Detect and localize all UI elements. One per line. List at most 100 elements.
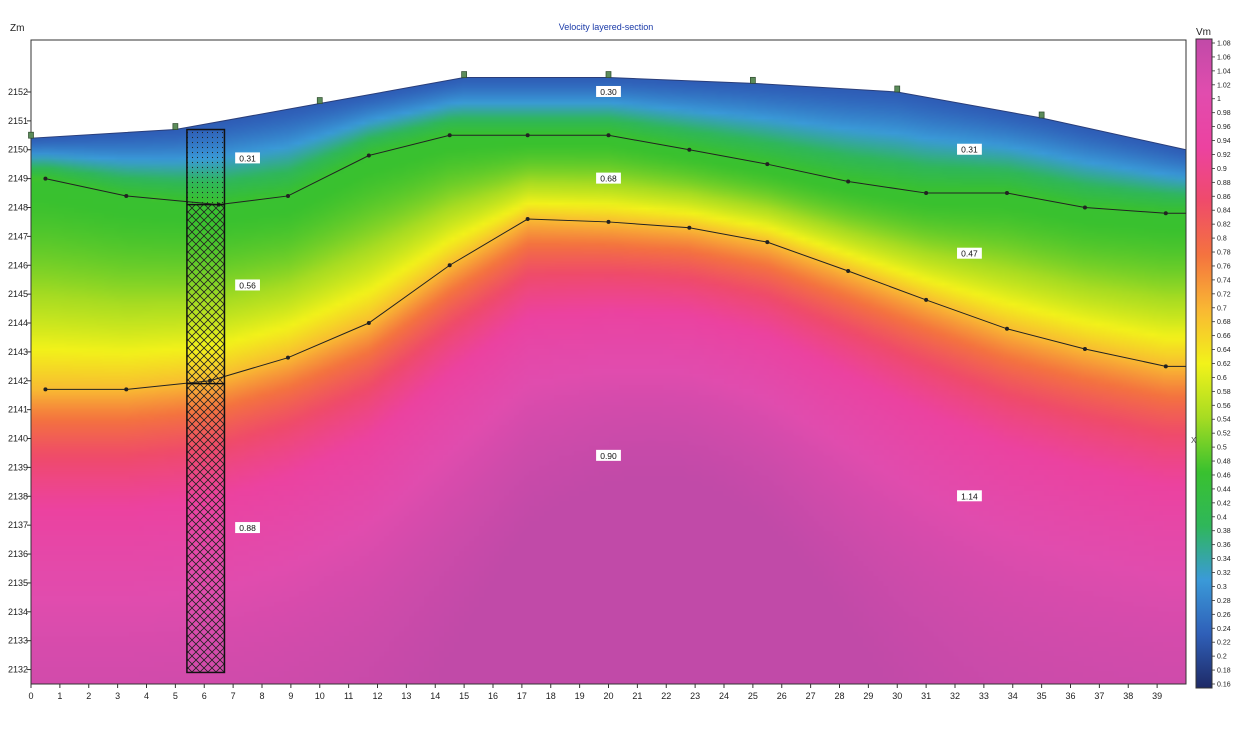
label-text: 0.30: [600, 87, 617, 97]
colorbar-tick-label: 0.96: [1217, 124, 1231, 131]
colorbar-label: Vm: [1196, 27, 1211, 38]
boundary-point: [124, 387, 129, 392]
colorbar-tick-label: 0.98: [1217, 110, 1231, 117]
colorbar-tick-label: 0.92: [1217, 152, 1231, 159]
label-text: 0.56: [239, 280, 256, 290]
x-tick-label: 5: [173, 691, 178, 701]
boundary-point: [1082, 205, 1087, 210]
y-tick-label: 2137: [8, 520, 28, 530]
colorbar-tick-label: 0.74: [1217, 277, 1231, 284]
x-tick-label: 16: [488, 691, 498, 701]
colorbar-scale: [1195, 38, 1213, 689]
y-tick-label: 2132: [8, 665, 28, 675]
x-tick-label: 20: [603, 691, 613, 701]
x-tick-label: 17: [517, 691, 527, 701]
borehole-column: [186, 128, 226, 674]
colorbar-tick-label: 0.32: [1217, 570, 1231, 577]
layer-velocity-label: 0.31: [957, 143, 982, 155]
x-tick-label: 36: [1065, 691, 1075, 701]
colorbar-tick-label: 0.26: [1217, 612, 1231, 619]
layer-velocity-label: 0.56: [235, 279, 260, 291]
x-tick-label: 37: [1094, 691, 1104, 701]
boundary-point: [687, 147, 692, 152]
y-tick-label: 2135: [8, 578, 28, 588]
boundary-point: [43, 176, 48, 181]
surface-marker: [461, 71, 467, 78]
boundary-point: [525, 133, 530, 138]
label-box: [957, 490, 982, 502]
colorbar-tick-label: 0.16: [1217, 682, 1231, 689]
colorbar-tick-label: 0.44: [1217, 486, 1231, 493]
boundary-point: [1004, 191, 1009, 196]
boundary-point: [687, 225, 692, 230]
boundary-point: [1163, 364, 1168, 369]
colorbar-tick-label: 0.18: [1217, 668, 1231, 675]
colorbar: 0.16 0.18 0.2 0.22 0.24 0.26 0.28 0.3 0.32 0.34 0.…: [1195, 38, 1231, 689]
colorbar-tick-label: 0.4: [1217, 514, 1227, 521]
boundary-point: [366, 153, 371, 158]
y-tick-label: 2151: [8, 116, 28, 126]
colorbar-tick-label: 0.9: [1217, 166, 1227, 173]
surface-marker: [1038, 111, 1045, 119]
surface-marker: [750, 76, 756, 84]
colorbar-tick-label: 0.78: [1217, 250, 1231, 257]
boundary-point: [285, 193, 290, 198]
y-axis: 2132 2133 2134 2135 2136 2137 2138 2139 2140 2141…: [8, 87, 31, 675]
chart-title: Velocity layered-section: [559, 22, 654, 32]
colorbar-tick-label: 0.56: [1217, 403, 1231, 410]
boundary-point: [1082, 347, 1087, 352]
colorbar-tick-label: 0.88: [1217, 180, 1231, 187]
x-tick-label: 3: [115, 691, 120, 701]
colorbar-tick-label: 0.7: [1217, 305, 1227, 312]
boundary-point: [765, 240, 770, 245]
x-tick-label: 27: [806, 691, 816, 701]
x-tick-label: 21: [632, 691, 642, 701]
colorbar-tick-label: 0.8: [1217, 236, 1227, 243]
layer-velocity-label: 0.30: [596, 85, 621, 97]
x-tick-label: 19: [575, 691, 585, 701]
x-tick-label: 2: [86, 691, 91, 701]
label-text: 0.31: [239, 153, 256, 163]
colorbar-tick-label: 0.54: [1217, 417, 1231, 424]
boundary-point: [1004, 326, 1009, 331]
surface-marker: [28, 131, 34, 139]
layer-velocity-label: 0.68: [596, 172, 621, 184]
boundary-point: [765, 162, 770, 167]
colorbar-tick-label: 0.62: [1217, 361, 1231, 368]
boundary-point: [606, 133, 611, 138]
y-tick-label: 2148: [8, 202, 28, 212]
x-tick-label: 23: [690, 691, 700, 701]
boundary-point: [924, 297, 929, 302]
colorbar-tick-label: 0.64: [1217, 347, 1231, 354]
x-tick-label: 26: [777, 691, 787, 701]
x-tick-label: 8: [259, 691, 264, 701]
x-tick-label: 11: [344, 691, 353, 701]
colorbar-tick-label: 0.3: [1217, 584, 1227, 591]
y-tick-label: 2138: [8, 491, 28, 501]
surface-marker: [316, 97, 323, 104]
x-tick-label: 7: [231, 691, 236, 701]
plot-area: 0.30 0.31 0.31 0.68 0.47 0.56 0.90 1.14 0.88: [28, 39, 1187, 685]
colorbar-tick-label: 0.76: [1217, 263, 1231, 270]
colorbar-tick-label: 0.28: [1217, 598, 1231, 605]
colorbar-tick-label: 0.5: [1217, 445, 1227, 452]
x-tick-label: 31: [921, 691, 931, 701]
colorbar-tick-label: 0.48: [1217, 459, 1231, 466]
label-box: [235, 152, 260, 164]
x-tick-label: 14: [430, 691, 440, 701]
layer-velocity-label: 1.14: [957, 490, 982, 502]
x-tick-label: 32: [950, 691, 960, 701]
colorbar-tick-label: 0.82: [1217, 222, 1231, 229]
colorbar-tick-label: 0.6: [1217, 375, 1227, 382]
colorbar-tick-label: 1.04: [1217, 68, 1231, 75]
label-box: [596, 85, 621, 97]
surface-marker: [605, 71, 612, 78]
y-tick-label: 2136: [8, 549, 28, 559]
x-tick-label: 29: [863, 691, 873, 701]
boundary-point: [285, 355, 290, 360]
colorbar-tick-label: 1.06: [1217, 54, 1231, 61]
x-tick-label: 0: [28, 691, 33, 701]
label-text: 0.31: [961, 145, 978, 155]
x-tick-label: 38: [1123, 691, 1133, 701]
